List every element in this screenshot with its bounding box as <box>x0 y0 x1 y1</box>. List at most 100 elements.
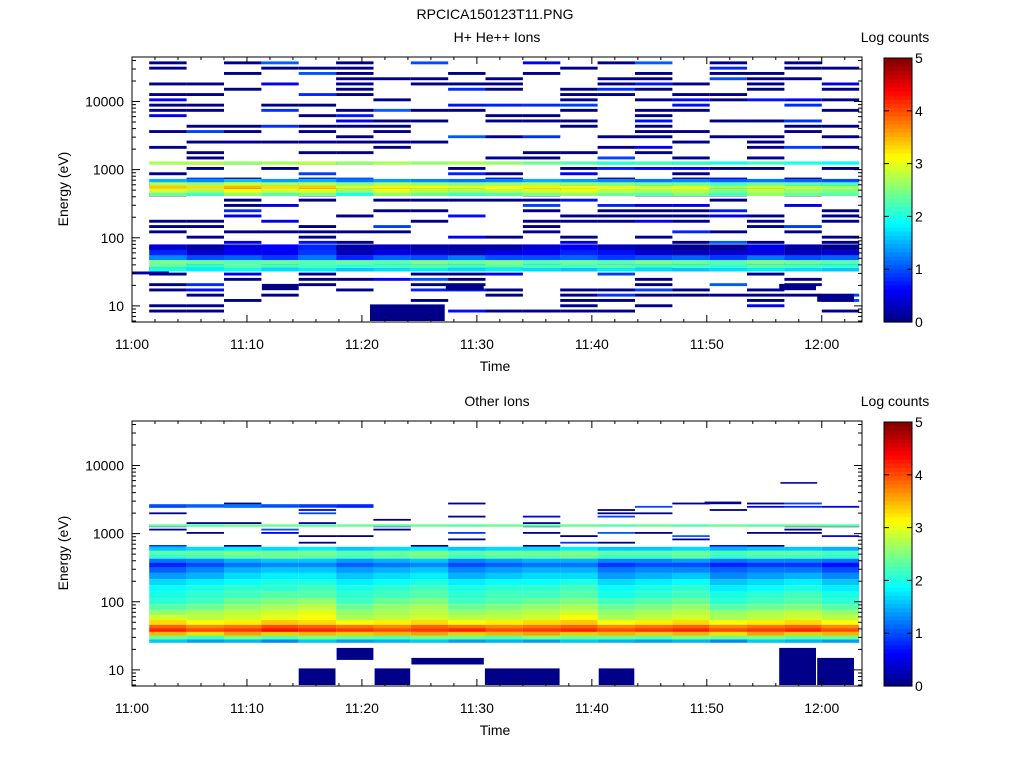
heatmap-cell <box>821 591 860 599</box>
heatmap-cell <box>448 244 486 251</box>
heatmap-cell <box>373 628 411 632</box>
heatmap-cell <box>186 632 224 636</box>
heatmap-cell <box>298 172 337 176</box>
heatmap-cell <box>410 189 449 193</box>
heatmap-cell <box>597 512 635 515</box>
heatmap-cell <box>597 288 635 292</box>
heatmap-cell <box>448 161 486 165</box>
heatmap-cell <box>224 299 262 302</box>
heatmap-cell <box>522 135 561 139</box>
heatmap-cell <box>448 277 486 281</box>
heatmap-cell <box>224 240 262 244</box>
heatmap-cell <box>186 288 224 292</box>
heatmap-cell <box>410 558 449 563</box>
colorbar-segment <box>884 169 912 175</box>
heatmap-cell <box>261 219 299 223</box>
heatmap-cell <box>298 522 337 524</box>
heatmap-cell <box>485 192 523 196</box>
heatmap-cell <box>817 657 854 685</box>
colorbar-segment <box>884 272 912 278</box>
heatmap-cell <box>672 189 710 193</box>
heatmap-cell <box>709 550 748 555</box>
heatmap-cell <box>784 130 822 133</box>
heatmap-cell <box>298 72 337 75</box>
heatmap-cell <box>186 189 224 193</box>
heatmap-cell <box>336 87 374 91</box>
heatmap-cell <box>635 182 673 186</box>
heatmap-cell <box>817 293 854 302</box>
heatmap-cell <box>298 250 337 256</box>
heatmap-cell <box>373 255 411 261</box>
heatmap-cell <box>635 293 673 297</box>
heatmap-cell <box>224 61 262 65</box>
heatmap-cell <box>709 628 748 632</box>
heatmap-cell <box>186 192 224 196</box>
colorbar-segment <box>884 455 912 460</box>
heatmap-cell <box>373 268 411 272</box>
heatmap-cell <box>672 140 710 144</box>
heatmap-cell <box>522 567 561 573</box>
heatmap-cell <box>336 250 374 256</box>
heatmap-cell <box>410 567 449 573</box>
heatmap-cell <box>485 585 523 592</box>
heatmap-cell <box>597 204 635 207</box>
x-tick-label: 11:20 <box>345 700 379 716</box>
heatmap-cell <box>709 161 748 165</box>
heatmap-cell <box>448 562 486 568</box>
heatmap-cell <box>747 225 785 228</box>
colorbar-tick-label: 4 <box>915 467 923 483</box>
heatmap-cell <box>522 639 561 643</box>
heatmap-cell <box>336 268 374 272</box>
heatmap-cell <box>298 668 336 685</box>
heatmap-cell <box>784 615 822 620</box>
heatmap-cell <box>224 255 262 261</box>
heatmap-cell <box>672 214 710 218</box>
heatmap-cell <box>485 272 523 276</box>
heatmap-cell <box>224 591 262 599</box>
heatmap-cell <box>672 620 710 625</box>
heatmap-cell <box>485 579 523 586</box>
heatmap-cell <box>597 272 635 276</box>
heatmap-cell <box>784 546 822 551</box>
heatmap-cell <box>149 635 187 640</box>
heatmap-cell <box>784 572 822 580</box>
heatmap-cell <box>186 244 224 251</box>
heatmap-cell <box>747 185 785 189</box>
heatmap-cell <box>298 161 337 165</box>
heatmap-cell <box>672 93 710 96</box>
heatmap-cell <box>261 293 299 297</box>
heatmap-cell <box>410 82 449 86</box>
heatmap-cell <box>261 185 299 189</box>
heatmap-cell <box>298 615 337 620</box>
heatmap-cell <box>261 283 299 291</box>
heatmap-cell <box>336 624 374 629</box>
heatmap-cell <box>448 198 486 202</box>
heatmap-cell <box>298 277 337 281</box>
heatmap-cell <box>224 615 262 620</box>
heatmap-cell <box>784 502 822 505</box>
colorbar-segment <box>884 426 912 431</box>
heatmap-cell <box>224 558 262 563</box>
heatmap-cell <box>485 309 523 313</box>
heatmap-cell <box>298 591 337 599</box>
heatmap-cell <box>149 172 187 176</box>
heatmap-cell <box>448 632 486 636</box>
heatmap-cell <box>784 620 822 625</box>
colorbar-segment <box>884 119 912 125</box>
heatmap-cell <box>597 615 635 620</box>
heatmap-cell <box>709 98 748 102</box>
heatmap-cell <box>597 620 635 625</box>
heatmap-cell <box>336 93 374 96</box>
heatmap-cell <box>485 562 523 568</box>
heatmap-cell <box>485 135 523 139</box>
colorbar-segment <box>884 223 912 228</box>
heatmap-cell <box>336 550 374 555</box>
heatmap-cell <box>298 151 337 155</box>
heatmap-cell <box>635 532 673 534</box>
heatmap-cell <box>635 192 673 196</box>
heatmap-cell <box>672 554 710 559</box>
colorbar-segment <box>884 467 912 473</box>
heatmap-cell <box>336 114 374 118</box>
heatmap-cell <box>560 541 598 544</box>
heatmap-cell <box>672 209 710 213</box>
